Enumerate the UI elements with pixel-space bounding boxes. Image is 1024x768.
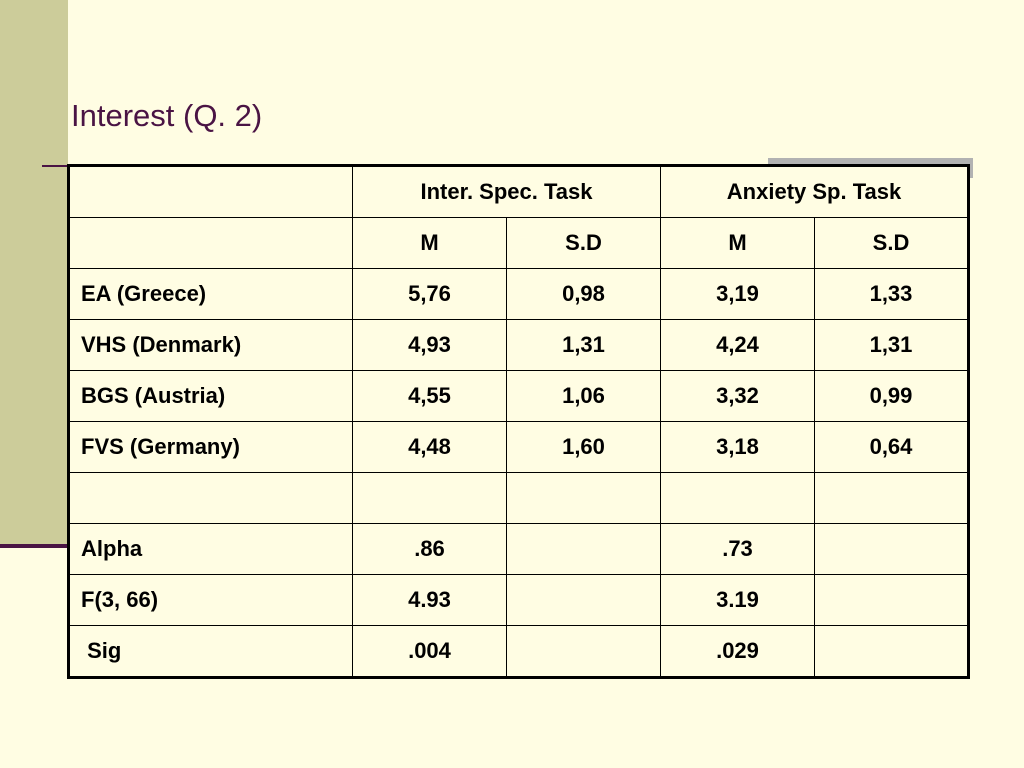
header-inter-spec-task: Inter. Spec. Task: [352, 165, 661, 218]
table-cell: .004: [352, 625, 507, 678]
title-rule: [42, 165, 68, 167]
table-cell: [506, 472, 661, 524]
table-cell: 3,18: [660, 421, 815, 473]
table-row: VHS (Denmark) 4,93 1,31 4,24 1,31: [68, 319, 969, 371]
table-cell: 1,31: [814, 319, 969, 371]
table-cell: 1,06: [506, 370, 661, 422]
sub-header-cell: S.D: [506, 217, 661, 269]
table-cell: .029: [660, 625, 815, 678]
table-cell: 4,55: [352, 370, 507, 422]
table-cell: [814, 472, 969, 524]
sub-header-row: M S.D M S.D: [68, 217, 969, 269]
table-cell: 0,98: [506, 268, 661, 320]
row-label: F(3, 66): [68, 574, 353, 626]
table-cell: [506, 625, 661, 678]
table-row: Alpha .86 .73: [68, 523, 969, 575]
row-label: EA (Greece): [68, 268, 353, 320]
row-label: Sig: [68, 625, 353, 678]
table-cell: .73: [660, 523, 815, 575]
table-cell: [814, 523, 969, 575]
table-cell: [814, 625, 969, 678]
row-label: [68, 472, 353, 524]
table-cell: [814, 574, 969, 626]
table-cell: 1,33: [814, 268, 969, 320]
sub-header-cell: M: [660, 217, 815, 269]
row-label: FVS (Germany): [68, 421, 353, 473]
sub-header-cell: M: [352, 217, 507, 269]
table-cell: 1,60: [506, 421, 661, 473]
table-cell: 1,31: [506, 319, 661, 371]
table-cell: 3,32: [660, 370, 815, 422]
header-anxiety-sp-task: Anxiety Sp. Task: [660, 165, 969, 218]
table-row: FVS (Germany) 4,48 1,60 3,18 0,64: [68, 421, 969, 473]
row-label: VHS (Denmark): [68, 319, 353, 371]
table-cell: 4.93: [352, 574, 507, 626]
table-cell: [660, 472, 815, 524]
table-cell: [506, 523, 661, 575]
table-row: Sig .004 .029: [68, 625, 969, 678]
table-cell: 4,93: [352, 319, 507, 371]
group-header-row: Inter. Spec. Task Anxiety Sp. Task: [68, 165, 969, 218]
table-cell: [506, 574, 661, 626]
table-cell: 0,64: [814, 421, 969, 473]
results-table: Inter. Spec. Task Anxiety Sp. Task M S.D…: [67, 164, 970, 679]
table-cell: 3,19: [660, 268, 815, 320]
sub-header-cell: [68, 217, 353, 269]
table-row: BGS (Austria) 4,55 1,06 3,32 0,99: [68, 370, 969, 422]
table-cell: .86: [352, 523, 507, 575]
row-label: Alpha: [68, 523, 353, 575]
table-cell: 5,76: [352, 268, 507, 320]
table-cell: 3.19: [660, 574, 815, 626]
table-row: F(3, 66) 4.93 3.19: [68, 574, 969, 626]
table-cell: [352, 472, 507, 524]
table-row: EA (Greece) 5,76 0,98 3,19 1,33: [68, 268, 969, 320]
header-corner-cell: [68, 165, 353, 218]
row-label: BGS (Austria): [68, 370, 353, 422]
sub-header-cell: S.D: [814, 217, 969, 269]
table-cell: 4,24: [660, 319, 815, 371]
left-decorative-bar: [0, 0, 68, 545]
slide-title: Interest (Q. 2): [71, 98, 263, 133]
table-cell: 0,99: [814, 370, 969, 422]
empty-row: [68, 472, 969, 524]
left-horizontal-rule: [0, 544, 68, 548]
table-cell: 4,48: [352, 421, 507, 473]
